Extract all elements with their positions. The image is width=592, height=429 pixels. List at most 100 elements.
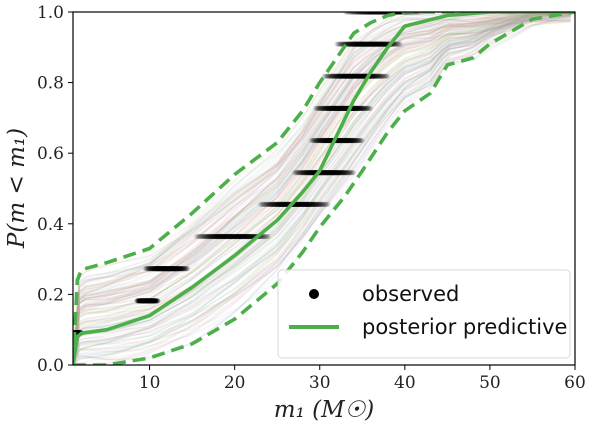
- legend: observed posterior predictive: [277, 269, 571, 359]
- observed-point: [201, 233, 207, 240]
- observed-point: [379, 73, 385, 79]
- posterior-draw-line: [73, 12, 571, 365]
- observed-point: [334, 73, 340, 79]
- observed-point: [198, 233, 204, 240]
- observed-point: [326, 73, 333, 79]
- posterior-draw-line: [73, 12, 571, 365]
- observed-point: [350, 137, 356, 144]
- observed-point: [336, 170, 342, 176]
- observed-point: [271, 201, 277, 207]
- observed-point: [317, 137, 323, 144]
- observed-point: [347, 137, 353, 144]
- observed-point: [372, 73, 378, 79]
- observed-point: [136, 298, 142, 304]
- posterior-draw-line: [73, 12, 571, 365]
- observed-point: [382, 41, 388, 47]
- posterior-draw-line: [73, 12, 571, 365]
- observed-point: [149, 266, 155, 272]
- observed-point: [266, 201, 272, 207]
- observed-point: [383, 73, 389, 79]
- observed-point: [135, 298, 141, 304]
- observed-point: [148, 266, 154, 272]
- posterior-draw-line: [73, 12, 571, 365]
- posterior-draw-line: [73, 17, 571, 358]
- observed-point: [349, 170, 355, 176]
- observed-point: [358, 105, 364, 111]
- posterior-draw-line: [73, 16, 571, 360]
- observed-point: [268, 201, 274, 207]
- observed-point: [348, 41, 354, 47]
- observed-point: [298, 170, 304, 176]
- observed-point: [327, 73, 334, 79]
- observed-point: [324, 105, 330, 111]
- posterior-draw-line: [73, 14, 571, 361]
- observed-point: [181, 266, 187, 272]
- observed-point: [353, 12, 359, 15]
- observed-point: [359, 12, 365, 15]
- observed-point: [183, 266, 189, 272]
- observed-point: [346, 12, 352, 15]
- observed-point: [342, 170, 348, 176]
- observed-point: [144, 266, 150, 272]
- x-tick-label: 60: [564, 373, 586, 393]
- observed-point: [339, 170, 345, 176]
- observed-point: [323, 201, 329, 207]
- posterior-draw-line: [73, 12, 571, 365]
- observed-point: [341, 170, 347, 176]
- posterior-draw-line: [73, 12, 571, 365]
- observed-point: [345, 170, 351, 176]
- observed-point: [134, 298, 140, 304]
- observed-point: [353, 105, 359, 111]
- observed-point: [373, 73, 379, 79]
- observed-point: [350, 137, 356, 144]
- posterior-draw-line: [73, 15, 571, 362]
- posterior-draw-line: [73, 12, 571, 365]
- observed-point: [177, 266, 184, 272]
- observed-point: [345, 137, 351, 144]
- observed-point: [150, 298, 156, 304]
- posterior-draw-line: [73, 14, 571, 361]
- observed-point: [363, 105, 369, 111]
- y-tick-label: 1.0: [37, 3, 64, 23]
- observed-point: [347, 137, 354, 144]
- posterior-draw-line: [73, 12, 571, 365]
- observed-point: [297, 170, 303, 176]
- posterior-draw-line: [73, 12, 571, 365]
- observed-point: [356, 137, 362, 144]
- observed-point: [306, 201, 313, 207]
- posterior-draw-line: [73, 12, 571, 363]
- observed-point: [413, 12, 419, 15]
- observed-point: [319, 201, 325, 207]
- observed-point: [176, 266, 182, 272]
- observed-point: [312, 201, 318, 207]
- observed-point: [330, 73, 336, 79]
- observed-point: [325, 73, 331, 79]
- observed-point: [343, 170, 349, 176]
- posterior-draw-line: [73, 12, 571, 365]
- observed-point: [248, 233, 254, 240]
- posterior-draw-line: [73, 12, 571, 365]
- observed-point: [324, 73, 330, 79]
- observed-point: [322, 73, 328, 79]
- observed-point: [173, 266, 179, 272]
- x-tick-label: 40: [394, 373, 416, 393]
- observed-point: [182, 266, 188, 272]
- observed-point: [334, 41, 340, 47]
- observed-point: [347, 41, 353, 47]
- observed-point: [260, 201, 266, 207]
- observed-point: [203, 233, 209, 240]
- observed-step-10: [342, 12, 425, 15]
- observed-point: [179, 266, 185, 272]
- posterior-draw-line: [73, 12, 571, 365]
- observed-point: [336, 41, 343, 47]
- observed-point: [301, 170, 307, 176]
- observed-point: [380, 41, 386, 47]
- observed-point: [262, 201, 268, 207]
- posterior-draw-line: [73, 12, 571, 365]
- observed-point: [145, 266, 151, 272]
- posterior-draw-line: [73, 12, 571, 365]
- posterior-draw-line: [73, 20, 571, 357]
- observed-point: [316, 105, 322, 111]
- observed-point: [153, 298, 159, 304]
- observed-point: [357, 105, 363, 111]
